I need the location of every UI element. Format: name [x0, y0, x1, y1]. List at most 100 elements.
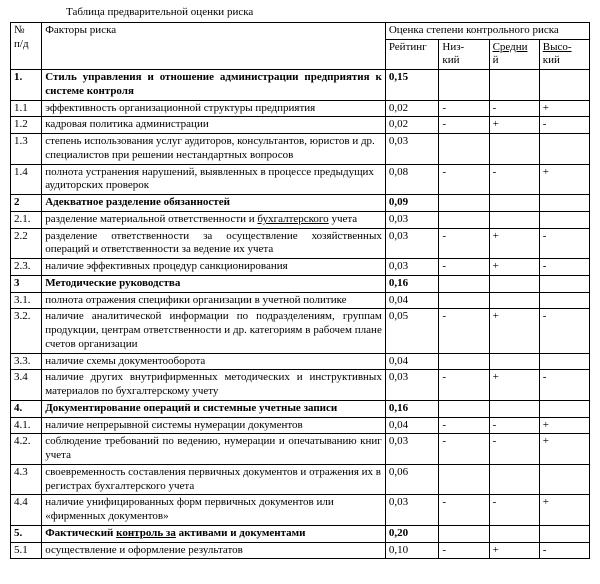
cell-rating: 0,20 [385, 525, 439, 542]
cell-mid [489, 353, 539, 370]
cell-high: - [539, 117, 589, 134]
cell-low [439, 292, 489, 309]
cell-low [439, 400, 489, 417]
cell-mid [489, 464, 539, 495]
cell-rating: 0,03 [385, 495, 439, 526]
cell-mid [489, 292, 539, 309]
cell-low: - [439, 117, 489, 134]
cell-num: 5.1 [11, 542, 42, 559]
cell-rating: 0,06 [385, 464, 439, 495]
cell-mid: + [489, 117, 539, 134]
cell-factor: своевременность составления первичных до… [42, 464, 386, 495]
cell-low: - [439, 434, 489, 465]
table-row: 4.3своевременность составления первичных… [11, 464, 590, 495]
cell-factor: наличие непрерывной системы нумерации до… [42, 417, 386, 434]
cell-factor: Фактический контроль за активами и докум… [42, 525, 386, 542]
cell-mid: + [489, 228, 539, 259]
header-num-top: № [14, 24, 25, 36]
cell-num: 5. [11, 525, 42, 542]
cell-rating: 0,08 [385, 164, 439, 195]
cell-factor: полнота устранения нарушений, выявленных… [42, 164, 386, 195]
cell-mid: - [489, 417, 539, 434]
header-mid-top: Средни [493, 41, 528, 53]
cell-factor: Методические руководства [42, 275, 386, 292]
cell-low [439, 70, 489, 101]
cell-low [439, 275, 489, 292]
table-row: 2Адекватное разделение обязанностей0,09 [11, 195, 590, 212]
cell-low [439, 195, 489, 212]
cell-rating: 0,03 [385, 370, 439, 401]
cell-rating: 0,16 [385, 275, 439, 292]
cell-rating: 0,02 [385, 117, 439, 134]
header-high-top: Высо- [543, 41, 572, 53]
cell-mid [489, 195, 539, 212]
cell-factor: эффективность организационной структуры … [42, 100, 386, 117]
cell-low: - [439, 164, 489, 195]
cell-factor: осуществление и оформление результатов [42, 542, 386, 559]
cell-mid [489, 400, 539, 417]
table-row: 4.1.наличие непрерывной системы нумераци… [11, 417, 590, 434]
cell-high: + [539, 100, 589, 117]
cell-num: 3.3. [11, 353, 42, 370]
cell-rating: 0,15 [385, 70, 439, 101]
cell-rating: 0,03 [385, 228, 439, 259]
cell-num: 3.1. [11, 292, 42, 309]
cell-mid: - [489, 164, 539, 195]
cell-low [439, 353, 489, 370]
cell-factor: Адекватное разделение обязанностей [42, 195, 386, 212]
cell-mid: + [489, 259, 539, 276]
cell-low: - [439, 228, 489, 259]
cell-num: 1.2 [11, 117, 42, 134]
cell-high: + [539, 434, 589, 465]
cell-num: 4.3 [11, 464, 42, 495]
table-row: 4.2.соблюдение требований по ведению, ну… [11, 434, 590, 465]
table-row: 1.2кадровая политика администрации0,02-+… [11, 117, 590, 134]
header-low-bottom: кий [442, 54, 459, 66]
table-row: 1.4полнота устранения нарушений, выявлен… [11, 164, 590, 195]
cell-low: - [439, 370, 489, 401]
cell-mid: - [489, 100, 539, 117]
cell-high: + [539, 495, 589, 526]
table-caption: Таблица предварительной оценки риска [66, 6, 590, 20]
cell-factor: наличие аналитической информации по подр… [42, 309, 386, 353]
table-body: 1.Стиль управления и отношение администр… [11, 70, 590, 559]
table-row: 3.1.полнота отражения специфики организа… [11, 292, 590, 309]
cell-factor: Стиль управления и отношение администрац… [42, 70, 386, 101]
cell-factor: степень использования услуг аудиторов, к… [42, 134, 386, 165]
cell-mid [489, 525, 539, 542]
table-row: 4.Документирование операций и системные … [11, 400, 590, 417]
table-row: 1.3степень использования услуг аудиторов… [11, 134, 590, 165]
table-row: 3.2.наличие аналитической информации по … [11, 309, 590, 353]
cell-factor: полнота отражения специфики организации … [42, 292, 386, 309]
cell-rating: 0,09 [385, 195, 439, 212]
cell-mid [489, 211, 539, 228]
cell-low [439, 525, 489, 542]
table-row: 5.1осуществление и оформление результато… [11, 542, 590, 559]
cell-factor: разделение материальной ответственности … [42, 211, 386, 228]
cell-mid: + [489, 542, 539, 559]
header-high-bottom: кий [543, 54, 560, 66]
cell-factor: кадровая политика администрации [42, 117, 386, 134]
table-row: 1.1эффективность организационной структу… [11, 100, 590, 117]
header-num-bottom: п/д [14, 38, 29, 50]
header-risk-assessment: Оценка степени контрольного риска [385, 22, 589, 39]
cell-high [539, 525, 589, 542]
table-row: 5.Фактический контроль за активами и док… [11, 525, 590, 542]
cell-rating: 0,03 [385, 434, 439, 465]
cell-num: 2.3. [11, 259, 42, 276]
risk-table: № п/д Факторы риска Оценка степени контр… [10, 22, 590, 560]
header-low-top: Низ- [442, 41, 464, 53]
header-mid-bottom: й [493, 54, 499, 66]
cell-high: - [539, 309, 589, 353]
table-row: 3.4наличие других внутрифирменных методи… [11, 370, 590, 401]
cell-mid [489, 70, 539, 101]
cell-rating: 0,02 [385, 100, 439, 117]
cell-high: - [539, 228, 589, 259]
header-rating: Рейтинг [385, 39, 439, 70]
cell-factor: Документирование операций и системные уч… [42, 400, 386, 417]
cell-high [539, 211, 589, 228]
cell-high [539, 400, 589, 417]
cell-rating: 0,16 [385, 400, 439, 417]
cell-mid: + [489, 309, 539, 353]
cell-high: + [539, 417, 589, 434]
